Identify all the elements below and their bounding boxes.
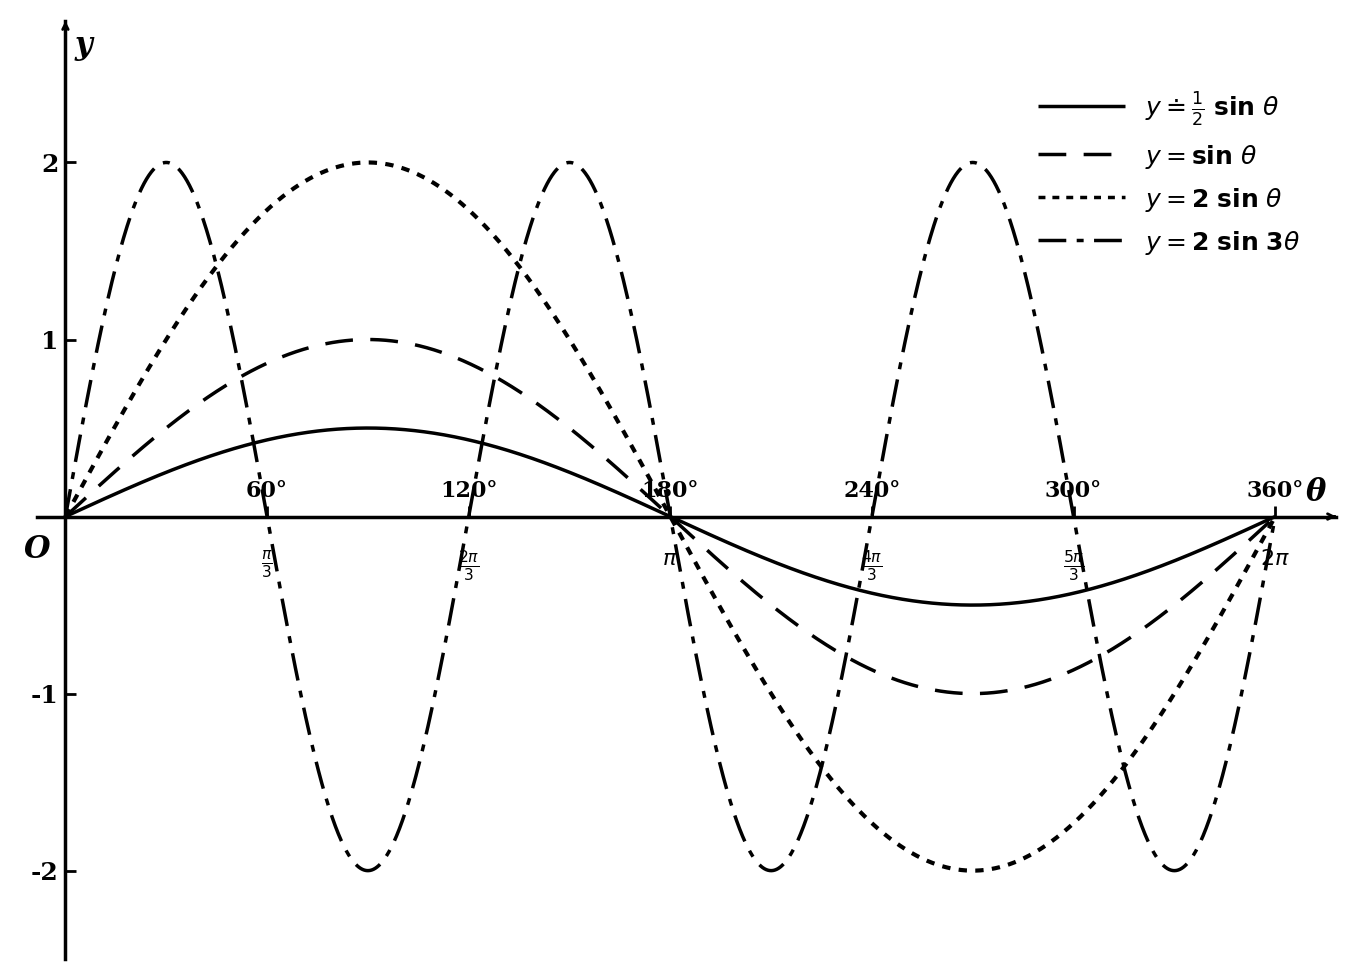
Text: O: O bbox=[23, 534, 50, 565]
Text: y: y bbox=[75, 29, 92, 61]
Text: 180°: 180° bbox=[642, 480, 699, 503]
Text: 360°: 360° bbox=[1247, 480, 1304, 503]
Text: 300°: 300° bbox=[1045, 480, 1102, 503]
Text: $\frac{4\pi}{3}$: $\frac{4\pi}{3}$ bbox=[862, 549, 882, 583]
Text: 120°: 120° bbox=[440, 480, 498, 503]
Legend: $\mathit{y} \doteq \frac{1}{2}\ \mathbf{sin}\ \mathit{\theta}$, $\mathit{y} = \m: $\mathit{y} \doteq \frac{1}{2}\ \mathbf{… bbox=[1029, 80, 1311, 268]
Text: $\frac{\pi}{3}$: $\frac{\pi}{3}$ bbox=[261, 549, 273, 580]
Text: 240°: 240° bbox=[843, 480, 901, 503]
Text: 60°: 60° bbox=[246, 480, 288, 503]
Text: $\frac{2\pi}{3}$: $\frac{2\pi}{3}$ bbox=[457, 549, 479, 583]
Text: $\frac{5\pi}{3}$: $\frac{5\pi}{3}$ bbox=[1063, 549, 1084, 583]
Text: $\pi$: $\pi$ bbox=[662, 549, 678, 570]
Text: θ: θ bbox=[1307, 476, 1327, 508]
Text: $2\pi$: $2\pi$ bbox=[1261, 549, 1291, 570]
